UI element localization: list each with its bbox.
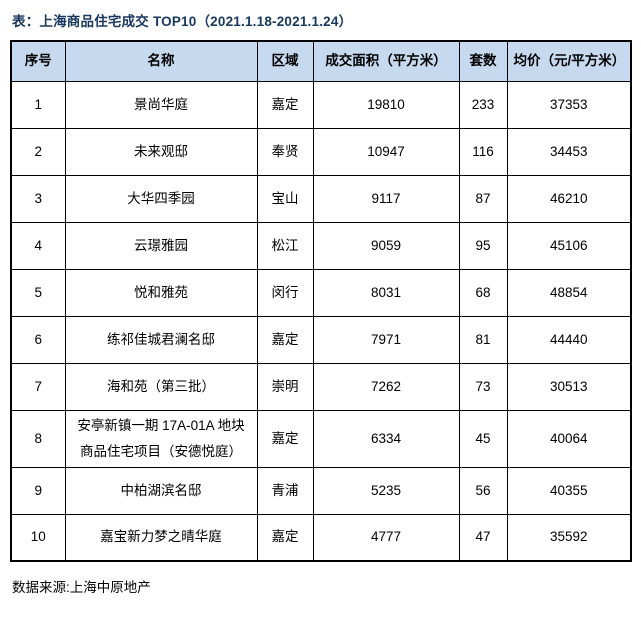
table-row: 7 海和苑（第三批） 崇明 7262 73 30513 [10,362,632,411]
cell-rank: 6 [10,315,66,364]
cell-units: 87 [458,174,508,223]
cell-area: 9059 [312,221,460,270]
cell-price: 40355 [506,466,632,515]
cell-units: 56 [458,466,508,515]
cell-name: 练祁佳城君澜名邸 [64,315,258,364]
cell-price: 40064 [506,409,632,468]
cell-district: 青浦 [256,466,314,515]
cell-rank: 3 [10,174,66,223]
cell-area: 6334 [312,409,460,468]
cell-price: 44440 [506,315,632,364]
cell-rank: 2 [10,127,66,176]
cell-price: 34453 [506,127,632,176]
cell-units: 45 [458,409,508,468]
cell-units: 47 [458,513,508,562]
cell-name: 嘉宝新力梦之晴华庭 [64,513,258,562]
cell-units: 68 [458,268,508,317]
table-row: 3 大华四季园 宝山 9117 87 46210 [10,174,632,223]
table-row: 5 悦和雅苑 闵行 8031 68 48854 [10,268,632,317]
cell-price: 30513 [506,362,632,411]
cell-district: 奉贤 [256,127,314,176]
cell-rank: 10 [10,513,66,562]
column-header-area: 成交面积（平方米） [312,40,460,82]
cell-area: 5235 [312,466,460,515]
cell-area: 19810 [312,80,460,129]
cell-district: 松江 [256,221,314,270]
top10-table: 序号 名称 区域 成交面积（平方米） 套数 均价（元/平方米） 1 景尚华庭 嘉… [10,40,632,562]
table-row: 4 云璟雅园 松江 9059 95 45106 [10,221,632,270]
cell-rank: 7 [10,362,66,411]
cell-rank: 1 [10,80,66,129]
cell-district: 嘉定 [256,409,314,468]
table-row: 10 嘉宝新力梦之晴华庭 嘉定 4777 47 35592 [10,513,632,562]
cell-area: 9117 [312,174,460,223]
table-row: 2 未来观邸 奉贤 10947 116 34453 [10,127,632,176]
cell-name: 海和苑（第三批） [64,362,258,411]
cell-name: 悦和雅苑 [64,268,258,317]
cell-name: 中柏湖滨名邸 [64,466,258,515]
cell-name: 未来观邸 [64,127,258,176]
cell-rank: 9 [10,466,66,515]
cell-district: 嘉定 [256,513,314,562]
column-header-units: 套数 [458,40,508,82]
cell-area: 10947 [312,127,460,176]
cell-district: 嘉定 [256,315,314,364]
cell-price: 45106 [506,221,632,270]
cell-units: 73 [458,362,508,411]
cell-rank: 8 [10,409,66,468]
column-header-name: 名称 [64,40,258,82]
table-row: 8 安亭新镇一期 17A-01A 地块商品住宅项目（安德悦庭） 嘉定 6334 … [10,409,632,468]
column-header-district: 区域 [256,40,314,82]
cell-units: 233 [458,80,508,129]
cell-name: 大华四季园 [64,174,258,223]
table-header-row: 序号 名称 区域 成交面积（平方米） 套数 均价（元/平方米） [10,40,632,82]
column-header-price: 均价（元/平方米） [506,40,632,82]
cell-name: 云璟雅园 [64,221,258,270]
cell-name: 景尚华庭 [64,80,258,129]
cell-district: 嘉定 [256,80,314,129]
page-title: 表：上海商品住宅成交 TOP10（2021.1.18-2021.1.24） [12,14,353,29]
cell-area: 8031 [312,268,460,317]
cell-price: 37353 [506,80,632,129]
cell-rank: 4 [10,221,66,270]
cell-price: 35592 [506,513,632,562]
cell-area: 7262 [312,362,460,411]
cell-area: 4777 [312,513,460,562]
table-row: 9 中柏湖滨名邸 青浦 5235 56 40355 [10,466,632,515]
column-header-rank: 序号 [10,40,66,82]
cell-area: 7971 [312,315,460,364]
cell-name: 安亭新镇一期 17A-01A 地块商品住宅项目（安德悦庭） [64,409,258,468]
cell-district: 闵行 [256,268,314,317]
source-note: 数据来源:上海中原地产 [12,580,151,595]
cell-rank: 5 [10,268,66,317]
table-row: 6 练祁佳城君澜名邸 嘉定 7971 81 44440 [10,315,632,364]
cell-district: 宝山 [256,174,314,223]
cell-district: 崇明 [256,362,314,411]
cell-price: 48854 [506,268,632,317]
cell-price: 46210 [506,174,632,223]
cell-units: 95 [458,221,508,270]
cell-units: 81 [458,315,508,364]
table-row: 1 景尚华庭 嘉定 19810 233 37353 [10,80,632,129]
cell-units: 116 [458,127,508,176]
